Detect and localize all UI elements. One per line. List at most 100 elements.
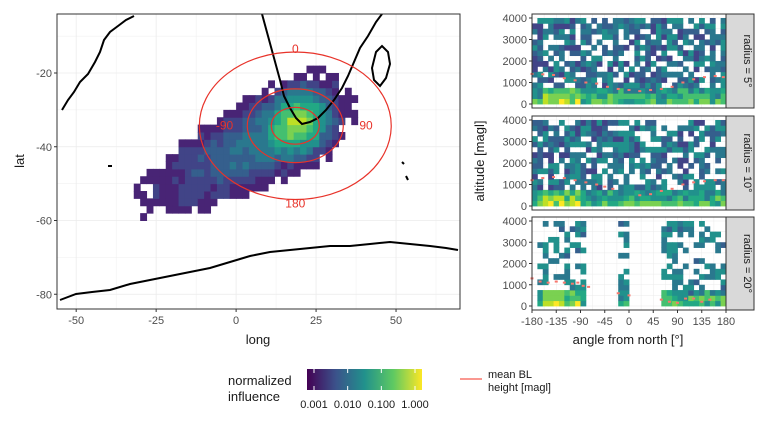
- facet-heat-cell: [704, 290, 711, 296]
- facet-heat-cell: [537, 98, 544, 105]
- plume-cell: [300, 146, 307, 155]
- facet-heat-cell: [569, 141, 576, 148]
- coastline-africa: [261, 14, 383, 126]
- plume-cell: [261, 102, 269, 111]
- plume-cell: [204, 198, 212, 207]
- plume-cell: [210, 124, 218, 133]
- facet-heat-cell: [623, 120, 630, 126]
- facet-heat-cell: [548, 66, 554, 73]
- facet-heat-cell: [591, 87, 598, 94]
- facet-heat-cell: [580, 268, 587, 275]
- facet-heat-cell: [699, 50, 705, 57]
- facet-heat-cell: [596, 130, 603, 137]
- facet-heat-cell: [575, 290, 581, 296]
- facet-heat-cell: [548, 141, 554, 148]
- facet-heat-cell: [715, 66, 722, 73]
- facet-heat-cell: [672, 290, 678, 296]
- bl-height-point: [552, 175, 556, 178]
- facet-heat-cell: [704, 226, 711, 233]
- plume-cell: [146, 176, 154, 185]
- facet-heat-cell: [677, 50, 684, 57]
- plume-cell: [191, 168, 199, 177]
- facet-heat-cell: [537, 290, 544, 296]
- facet-heat-cell: [537, 125, 544, 132]
- plume-cell: [255, 154, 263, 162]
- facet-heat-cell: [564, 146, 571, 153]
- facet-heat-cell: [634, 200, 641, 207]
- facet-heat-cell: [715, 152, 722, 159]
- plume-cell: [242, 132, 250, 140]
- map-x-axis-title: long: [246, 332, 271, 347]
- facet-heat-cell: [569, 152, 576, 159]
- facet-heat-cell: [612, 168, 619, 175]
- plume-cell: [172, 205, 180, 214]
- facet-heat-cell: [623, 295, 630, 302]
- facet-heat-cell: [699, 231, 705, 238]
- facet-heat-cell: [580, 179, 587, 185]
- plume-cell: [280, 176, 288, 185]
- facet-heat-cell: [612, 120, 619, 126]
- facet-heat-cell: [558, 66, 565, 73]
- facet-heat-cell: [682, 152, 689, 159]
- facet-heat-cell: [596, 28, 603, 35]
- facet-heat-cell: [558, 55, 565, 62]
- facet-heat-cell: [553, 125, 560, 132]
- facet-heat-cell: [596, 55, 603, 62]
- bl-height-point: [659, 189, 663, 192]
- plume-cell: [248, 117, 256, 126]
- facet-heat-cell: [618, 168, 625, 175]
- facet-heat-cell: [677, 71, 684, 78]
- facet-heat-cell: [575, 163, 581, 169]
- facet-heat-cell: [693, 279, 700, 286]
- facet-heat-cell: [720, 66, 727, 73]
- facet-heat-cell: [575, 226, 581, 233]
- facet-heat-cell: [709, 184, 716, 191]
- plume-cell: [223, 161, 231, 170]
- facet-heat-cell: [666, 146, 673, 153]
- facet-heat-cell: [553, 221, 560, 227]
- facet-heat-cell: [629, 146, 635, 153]
- facet-heat-cell: [666, 221, 673, 227]
- facet-heat-cell: [672, 61, 678, 67]
- facet-heat-cell: [553, 242, 560, 248]
- plume-cell: [255, 132, 263, 140]
- facet-heat-cell: [693, 184, 700, 191]
- facet-heat-cell: [607, 189, 614, 196]
- plume-cell: [306, 87, 314, 96]
- facet-heat-cell: [693, 157, 700, 164]
- facet-heat-cell: [569, 200, 576, 207]
- facet-heat-cell: [553, 50, 560, 57]
- plume-cell: [229, 176, 237, 185]
- plume-cell: [204, 161, 212, 170]
- plume-cell: [312, 109, 320, 118]
- plume-cell: [204, 205, 212, 214]
- facet-heat-cell: [715, 231, 722, 238]
- plume-cell: [146, 205, 154, 214]
- facet-heat-cell: [580, 168, 587, 175]
- plume-cell: [184, 168, 192, 177]
- facet-heat-cell: [661, 98, 668, 105]
- map-x-tick-label: 25: [310, 315, 322, 327]
- facet-heat-cell: [704, 179, 711, 185]
- facet-heat-cell: [650, 61, 657, 67]
- facet-heat-cell: [548, 157, 554, 164]
- facet-heat-cell: [558, 200, 565, 207]
- facet-heat-cell: [715, 179, 722, 185]
- facet-heat-cell: [537, 179, 544, 185]
- plume-cell: [325, 87, 333, 96]
- facet-heat-cell: [666, 71, 673, 78]
- facet-heat-cell: [618, 98, 625, 105]
- facet-heat-cell: [623, 44, 630, 51]
- facet-heat-cell: [623, 77, 630, 83]
- plume-cell: [319, 132, 327, 140]
- facet-heat-cell: [639, 87, 646, 94]
- facet-heat-cell: [607, 82, 614, 89]
- facet-heat-cell: [542, 87, 549, 94]
- facet-heat-cell: [564, 136, 571, 142]
- facet-heat-cell: [537, 44, 544, 51]
- facet-heat-cell: [618, 300, 625, 307]
- facet-heat-cell: [699, 87, 705, 94]
- facet-x-tick-label: -90: [573, 316, 589, 328]
- facet-heat-cell: [553, 195, 560, 202]
- facet-heat-cell: [591, 93, 598, 100]
